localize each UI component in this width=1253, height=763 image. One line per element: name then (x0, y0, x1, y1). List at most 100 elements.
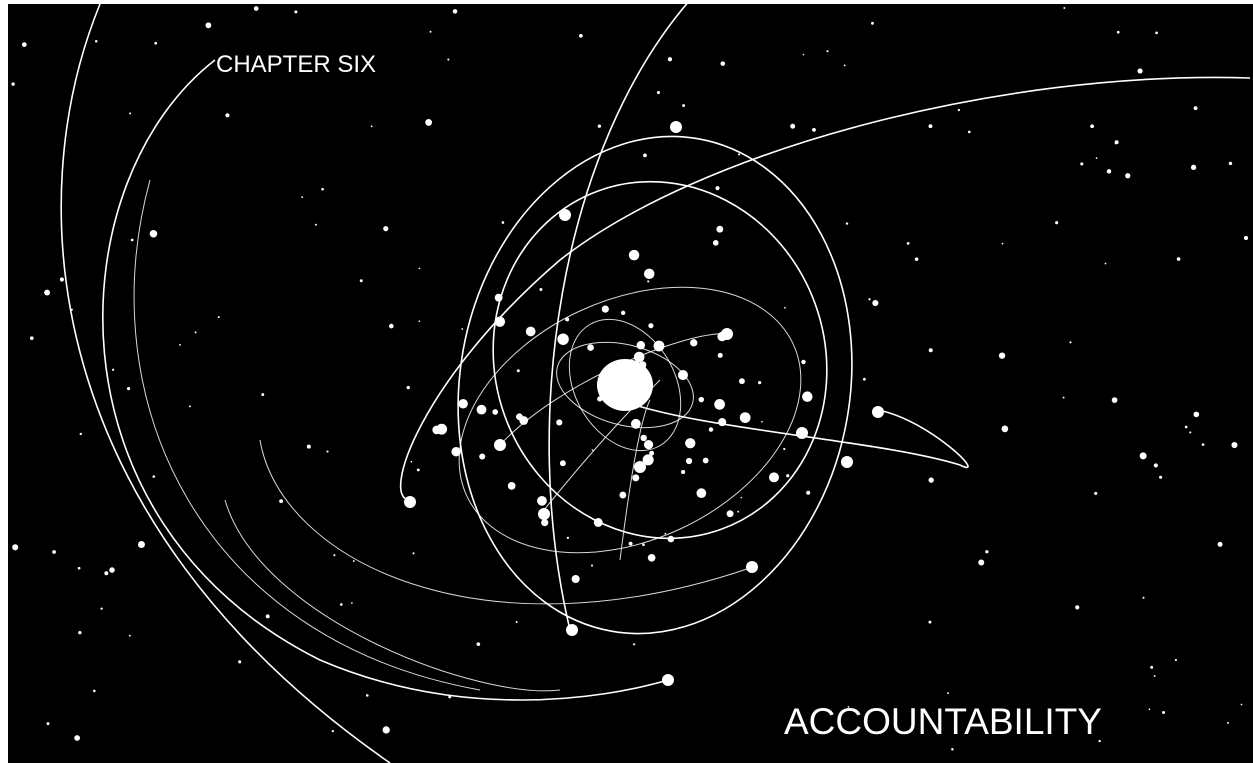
star (714, 399, 725, 410)
star (1075, 605, 1080, 610)
orbit (492, 180, 828, 540)
star (1190, 164, 1197, 171)
star (928, 348, 933, 353)
star (412, 552, 415, 555)
star (806, 490, 811, 495)
star (593, 518, 603, 527)
orbit (133, 179, 481, 691)
star (696, 488, 707, 499)
star (602, 370, 611, 379)
star (738, 378, 745, 385)
star (667, 57, 673, 62)
star (494, 316, 506, 327)
star (601, 305, 609, 313)
star (104, 571, 109, 576)
star (685, 438, 696, 449)
star (351, 602, 353, 604)
star (78, 631, 82, 635)
star (205, 22, 212, 29)
star (638, 361, 647, 369)
star (928, 477, 934, 483)
star (868, 298, 871, 301)
star (79, 432, 83, 436)
star (556, 419, 563, 426)
star (217, 316, 220, 319)
star (872, 299, 879, 307)
star (538, 508, 550, 520)
star (629, 362, 640, 373)
star (634, 461, 646, 473)
star (1001, 242, 1004, 245)
star (957, 108, 961, 112)
star (130, 238, 134, 242)
star (1069, 341, 1072, 344)
star (565, 317, 570, 322)
star (179, 343, 181, 346)
star (1125, 173, 1131, 179)
star (525, 326, 536, 337)
star (1090, 124, 1095, 129)
star (718, 418, 727, 427)
star (100, 607, 103, 610)
star (416, 468, 420, 472)
star (492, 409, 499, 415)
star (643, 439, 654, 450)
orbit (548, 0, 691, 631)
star (1055, 221, 1059, 225)
star (501, 221, 505, 224)
star (1142, 596, 1145, 599)
star (418, 267, 421, 270)
star (715, 186, 720, 191)
orbit (399, 76, 1251, 501)
star (647, 553, 656, 562)
star (947, 692, 950, 695)
star (841, 456, 853, 468)
star (352, 560, 355, 562)
star (670, 121, 682, 133)
star (109, 567, 115, 573)
star (690, 339, 698, 347)
star (796, 427, 808, 439)
orbit (60, 3, 391, 763)
star (978, 559, 985, 566)
star (154, 41, 158, 45)
star (642, 454, 654, 466)
star (152, 475, 156, 478)
star (452, 9, 458, 14)
star (52, 550, 56, 554)
star (559, 460, 566, 467)
star (826, 50, 829, 53)
star (314, 223, 317, 226)
star (447, 58, 450, 61)
star (843, 64, 846, 67)
orbit (619, 399, 651, 561)
star (802, 53, 805, 56)
chapter-title: ACCOUNTABILITY (784, 701, 1102, 742)
star (579, 33, 583, 38)
star (801, 359, 806, 365)
star (768, 472, 779, 483)
star (1159, 475, 1163, 479)
star (137, 540, 145, 548)
star (685, 457, 693, 465)
star (784, 306, 786, 309)
star (1193, 106, 1198, 111)
star (702, 457, 709, 464)
star (476, 404, 487, 415)
star (1095, 157, 1098, 160)
star (726, 510, 734, 518)
star (1106, 169, 1112, 174)
star (1063, 7, 1066, 9)
star (708, 427, 714, 432)
star (515, 621, 518, 624)
star (951, 747, 954, 751)
star (1243, 235, 1249, 241)
star (633, 643, 636, 646)
star (458, 399, 468, 409)
star (1150, 665, 1154, 669)
star (406, 385, 410, 390)
star (1162, 711, 1166, 714)
star (812, 127, 816, 132)
